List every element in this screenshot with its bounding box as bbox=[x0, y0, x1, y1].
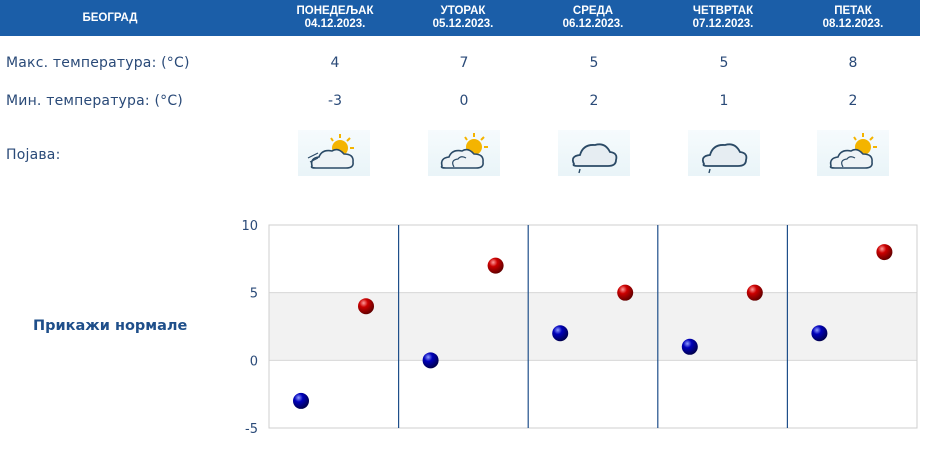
day-name: УТОРАК bbox=[440, 5, 486, 17]
forecast-header: БЕОГРАД ПОНЕДЕЉАК 04.12.2023. УТОРАК 05.… bbox=[0, 0, 920, 36]
day-name: ПЕТАК bbox=[834, 5, 872, 17]
day-name: СРЕДА bbox=[572, 5, 614, 17]
day-header-1: ПОНЕДЕЉАК 04.12.2023. bbox=[272, 0, 398, 36]
y-tick-label: 10 bbox=[241, 219, 258, 234]
plot-frame bbox=[268, 224, 918, 429]
day-date: 04.12.2023. bbox=[304, 18, 366, 30]
min-temp-point bbox=[293, 392, 309, 409]
max-temp-value: 8 bbox=[848, 55, 858, 71]
max-temp-value: 5 bbox=[589, 55, 599, 71]
partly-cloudy-sun-icon bbox=[817, 130, 889, 176]
phenomenon-label: Појава: bbox=[6, 147, 61, 163]
day-header-4: ЧЕТВРТАК 07.12.2023. bbox=[660, 0, 786, 36]
day-header-3: СРЕДА 06.12.2023. bbox=[530, 0, 656, 36]
y-tick-label: -5 bbox=[245, 422, 258, 437]
day-header-5: ПЕТАК 08.12.2023. bbox=[790, 0, 916, 36]
max-temp-point bbox=[876, 244, 893, 261]
day-date: 05.12.2023. bbox=[432, 18, 494, 30]
min-temp-value: 0 bbox=[459, 93, 469, 109]
y-tick-label: 5 bbox=[250, 287, 258, 302]
min-temp-point bbox=[811, 325, 828, 342]
cloud-drizzle-icon bbox=[558, 130, 630, 176]
day-date: 06.12.2023. bbox=[562, 18, 624, 30]
day-header-2: УТОРАК 05.12.2023. bbox=[400, 0, 526, 36]
max-temp-point bbox=[487, 257, 504, 274]
max-temp-value: 5 bbox=[719, 55, 729, 71]
min-temp-value: 2 bbox=[848, 93, 858, 109]
day-name: ЧЕТВРТАК bbox=[692, 5, 754, 17]
min-temp-point bbox=[681, 338, 698, 355]
day-date: 08.12.2023. bbox=[822, 18, 884, 30]
day-name: ПОНЕДЕЉАК bbox=[296, 5, 374, 17]
max-temp-point bbox=[617, 284, 634, 301]
max-temp-value: 4 bbox=[330, 55, 340, 71]
city-name: БЕОГРАД bbox=[82, 11, 138, 24]
max-temp-point bbox=[358, 298, 374, 315]
show-normals-link[interactable]: Прикажи нормале bbox=[33, 318, 188, 334]
min-temp-value: 2 bbox=[589, 93, 599, 109]
min-temp-point bbox=[422, 352, 439, 369]
min-temp-value: -3 bbox=[328, 93, 342, 109]
y-tick-label: 0 bbox=[250, 354, 258, 369]
partly-cloudy-sun-icon bbox=[298, 130, 370, 176]
max-temp-label: Макс. температура: (°C) bbox=[6, 55, 190, 71]
day-date: 07.12.2023. bbox=[692, 18, 754, 30]
partly-cloudy-sun-icon bbox=[428, 130, 500, 176]
max-temp-value: 7 bbox=[459, 55, 469, 71]
min-temp-point bbox=[552, 325, 569, 342]
min-temp-label: Мин. температура: (°C) bbox=[6, 93, 183, 109]
min-temp-value: 1 bbox=[719, 93, 729, 109]
normal-band bbox=[269, 292, 917, 361]
max-temp-point bbox=[746, 284, 763, 301]
cloud-drizzle-icon bbox=[688, 130, 760, 176]
